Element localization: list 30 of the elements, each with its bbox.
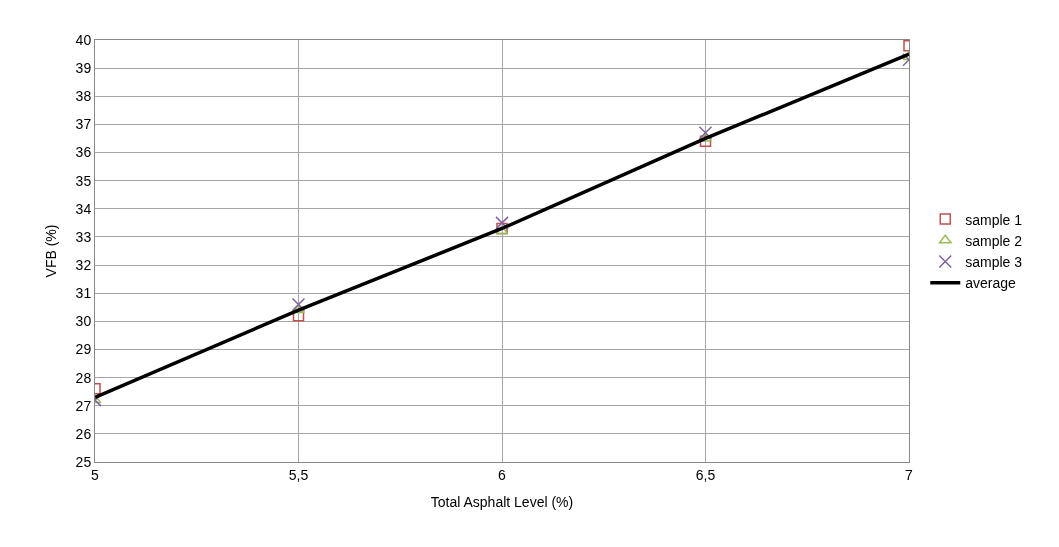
y-tick-label: 35 — [75, 172, 92, 189]
y-axis-title: VFB (%) — [43, 224, 60, 278]
y-tick-label: 25 — [75, 453, 92, 470]
y-tick-label: 37 — [75, 116, 92, 133]
x-tick-label: 5,5 — [288, 466, 309, 483]
legend-label: sample 2 — [965, 232, 1023, 249]
point — [698, 126, 713, 140]
x-tick-label: 6 — [498, 466, 507, 483]
legend-label: sample 3 — [965, 253, 1023, 270]
y-tick-label: 32 — [75, 256, 92, 273]
x-tick-label: 7 — [905, 466, 914, 483]
legend-label: sample 1 — [965, 211, 1023, 228]
x-tick-label: 6,5 — [695, 466, 716, 483]
legend-label: average — [965, 275, 1017, 292]
y-tick-label: 38 — [75, 88, 92, 105]
point — [291, 297, 306, 312]
y-tick-label: 36 — [75, 144, 92, 161]
y-tick-label: 29 — [75, 341, 92, 358]
y-tick-label: 26 — [75, 425, 92, 442]
y-tick-label: 40 — [75, 31, 92, 48]
x-tick-label: 5 — [91, 466, 100, 483]
y-tick-label: 27 — [75, 397, 92, 414]
y-tick-label: 34 — [75, 200, 92, 217]
y-tick-label: 39 — [75, 60, 92, 77]
x-axis-title: Total Asphalt Level (%) — [430, 494, 574, 511]
y-tick-label: 33 — [75, 228, 92, 245]
y-tick-label: 28 — [75, 369, 92, 386]
y-tick-label: 31 — [75, 285, 92, 302]
point — [495, 216, 509, 230]
y-tick-label: 30 — [75, 313, 92, 330]
